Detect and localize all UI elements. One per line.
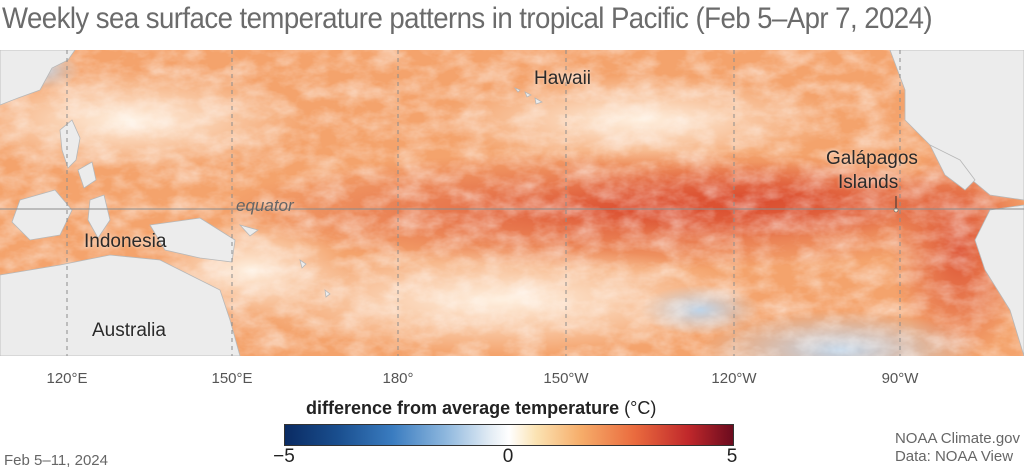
colorbar-max-label: 5 — [726, 446, 738, 467]
legend-title: difference from average temperature (°C) — [306, 398, 656, 419]
color-scale-bar — [284, 424, 734, 446]
credit-line-2: Data: NOAA View — [894, 448, 1014, 465]
map-canvas — [0, 50, 1024, 356]
credits: NOAA Climate.gov Data: NOAA View — [895, 430, 1020, 466]
indonesia-label: Indonesia — [84, 231, 167, 252]
south-america-landmass — [974, 204, 1024, 356]
lon-tick-180: 180° — [382, 370, 414, 387]
asia-landmass — [0, 50, 76, 106]
lon-tick-120e: 120°E — [46, 370, 88, 387]
credit-line-1: NOAA Climate.gov — [894, 430, 1020, 447]
hawaii-label: Hawaii — [534, 68, 592, 89]
legend-title-text: difference from average temperature — [306, 398, 620, 418]
lon-tick-150e: 150°E — [211, 370, 253, 387]
colorbar-mid-label: 0 — [502, 446, 514, 467]
map-title: Weekly sea surface temperature patterns … — [2, 2, 933, 35]
legend-unit: (°C) — [624, 398, 657, 418]
longitude-gridlines — [66, 50, 901, 356]
equator-label: equator — [236, 196, 294, 215]
land-masses — [0, 50, 1024, 356]
galapagos-label-line1: Galápagos — [826, 148, 918, 169]
colorbar-min-label: −5 — [273, 446, 295, 467]
australia-label: Australia — [92, 320, 166, 341]
sst-anomaly-map: Hawaii Galápagos Islands Indonesia Austr… — [0, 50, 1024, 356]
galapagos-label-line2: Islands — [838, 172, 899, 193]
lon-tick-90w: 90°W — [881, 370, 919, 387]
date-label: Feb 5–11, 2024 — [4, 452, 108, 469]
lon-tick-120w: 120°W — [711, 370, 757, 387]
australia-landmass — [0, 254, 241, 356]
lon-tick-150w: 150°W — [543, 370, 589, 387]
